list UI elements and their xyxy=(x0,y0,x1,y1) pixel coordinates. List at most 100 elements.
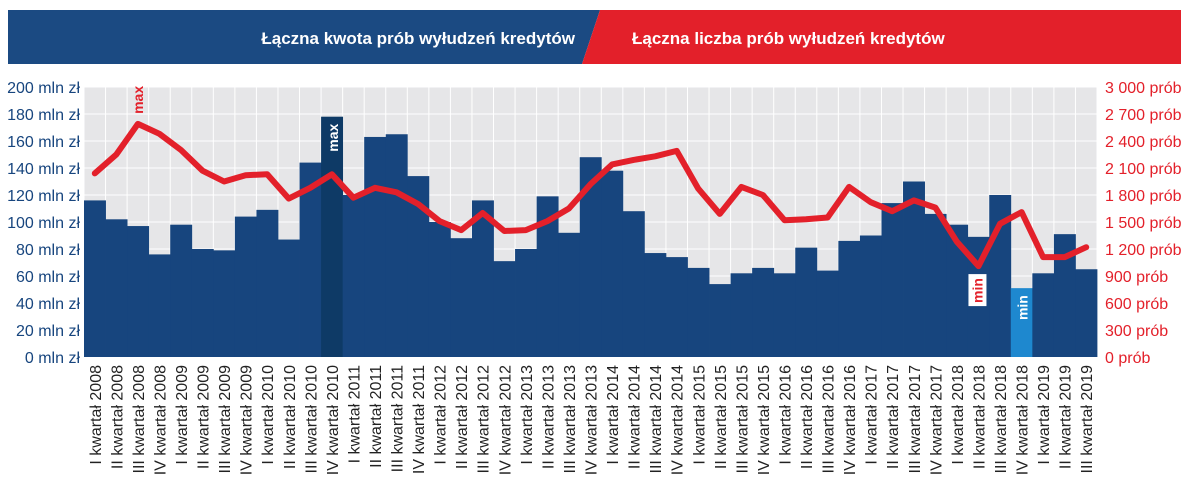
bar xyxy=(213,250,236,357)
x-tick-label: IV kwartał 2014 xyxy=(670,365,687,475)
right-tick-label: 600 prób xyxy=(1105,296,1168,313)
bar xyxy=(471,200,494,357)
bar xyxy=(838,240,861,357)
x-tick-label: III kwartał 2018 xyxy=(993,365,1010,474)
x-tick-label: III kwartał 2013 xyxy=(562,365,579,474)
line-path xyxy=(91,120,1090,270)
left-tick-label: 20 mln zł xyxy=(16,323,80,340)
line-series xyxy=(91,120,1090,270)
bar xyxy=(730,273,753,357)
right-tick-label: 300 prób xyxy=(1105,323,1168,340)
bar xyxy=(256,209,279,357)
x-tick-label: IV kwartał 2011 xyxy=(411,365,428,474)
x-tick-label: III kwartał 2016 xyxy=(821,365,838,474)
left-tick-label: 40 mln zł xyxy=(16,296,80,313)
line-annotation-min: min xyxy=(969,278,985,303)
left-tick-label: 120 mln zł xyxy=(7,188,80,205)
right-tick-label: 1 500 prób xyxy=(1105,215,1182,232)
x-tick-label: III kwartał 2008 xyxy=(131,365,148,474)
right-tick-label: 2 400 prób xyxy=(1105,134,1182,151)
bar-series xyxy=(84,116,1098,357)
right-tick-label: 900 prób xyxy=(1105,269,1168,286)
bar xyxy=(191,249,214,357)
x-tick-label: III kwartał 2009 xyxy=(217,365,234,474)
x-tick-label: II kwartał 2013 xyxy=(540,365,557,469)
bar xyxy=(687,267,710,357)
x-tick-label: III kwartał 2012 xyxy=(476,365,493,474)
x-tick-label: II kwartał 2008 xyxy=(109,365,126,469)
x-tick-label: III kwartał 2010 xyxy=(303,365,320,474)
bar xyxy=(1010,288,1033,357)
x-tick-label: II kwartał 2014 xyxy=(627,365,644,469)
bar xyxy=(148,254,171,357)
x-tick-label: I kwartał 2014 xyxy=(605,365,622,465)
x-tick-label: II kwartał 2018 xyxy=(971,365,988,469)
left-tick-label: 100 mln zł xyxy=(7,215,80,232)
bar xyxy=(1053,234,1076,357)
bar xyxy=(1032,273,1055,357)
bar xyxy=(622,211,645,357)
bar xyxy=(536,196,559,357)
bar xyxy=(1075,269,1098,357)
x-tick-label: I kwartał 2019 xyxy=(1036,365,1053,465)
right-tick-label: 3 000 prób xyxy=(1105,80,1182,97)
bar-annotation-min: min xyxy=(1015,295,1031,320)
bar xyxy=(234,216,257,357)
bar xyxy=(515,249,538,357)
x-tick-label: III kwartał 2019 xyxy=(1079,365,1096,474)
bar xyxy=(644,253,667,357)
bar xyxy=(277,239,300,357)
x-tick-label: I kwartał 2009 xyxy=(174,365,191,465)
right-tick-label: 1 200 prób xyxy=(1105,242,1182,259)
header-left-title: Łączna kwota prób wyłudzeń kredytów xyxy=(261,29,575,48)
left-tick-label: 140 mln zł xyxy=(7,161,80,178)
x-tick-label: III kwartał 2011 xyxy=(390,365,407,472)
line-annotation-bg xyxy=(968,274,987,307)
x-tick-label: III kwartał 2014 xyxy=(648,365,665,474)
line-annotation-max: max xyxy=(130,86,146,114)
bar-annotation-max: max xyxy=(325,123,341,151)
x-tick-label: II kwartał 2017 xyxy=(885,365,902,469)
x-tick-label: IV kwartał 2016 xyxy=(842,365,859,475)
right-tick-label: 0 prób xyxy=(1105,350,1150,367)
x-tick-label: II kwartał 2019 xyxy=(1058,365,1075,469)
x-tick-label: II kwartał 2012 xyxy=(454,365,471,469)
bar xyxy=(299,162,322,357)
bar xyxy=(127,226,150,357)
right-axis-ticks: 0 prób 300 prób 600 prób 900 prób 1 200 prób… xyxy=(1105,80,1182,367)
bar xyxy=(946,224,969,357)
x-tick-label: II kwartał 2015 xyxy=(713,365,730,469)
x-tick-label: IV kwartał 2013 xyxy=(584,365,601,475)
bar xyxy=(558,232,581,357)
bar xyxy=(407,176,430,357)
x-tick-label: I kwartał 2013 xyxy=(519,365,536,465)
bar xyxy=(385,134,408,357)
bar xyxy=(170,224,193,357)
bar xyxy=(795,247,818,357)
x-tick-label: IV kwartał 2015 xyxy=(756,365,773,475)
bar xyxy=(709,284,731,357)
bar xyxy=(493,261,516,357)
bar xyxy=(859,235,882,357)
header-right-panel xyxy=(582,10,1181,64)
right-tick-label: 2 700 prób xyxy=(1105,107,1182,124)
x-tick-label: II kwartał 2011 xyxy=(368,365,385,468)
x-tick-label: III kwartał 2017 xyxy=(907,365,924,474)
bar xyxy=(924,213,947,357)
bar xyxy=(579,157,602,357)
header-left-panel xyxy=(8,10,600,64)
right-tick-label: 2 100 prób xyxy=(1105,161,1182,178)
bar xyxy=(601,170,624,357)
x-tick-label: IV kwartał 2008 xyxy=(152,365,169,475)
x-tick-label: I kwartał 2008 xyxy=(88,365,105,465)
x-tick-label: I kwartał 2016 xyxy=(777,365,794,465)
bar xyxy=(450,238,473,357)
left-tick-label: 60 mln zł xyxy=(16,269,80,286)
x-tick-label: I kwartał 2018 xyxy=(950,365,967,465)
x-tick-label: IV kwartał 2018 xyxy=(1015,365,1032,475)
x-tick-label: III kwartał 2015 xyxy=(734,365,751,474)
header-banner: Łączna kwota prób wyłudzeń kredytów Łącz… xyxy=(8,10,1181,64)
x-tick-label: I kwartał 2010 xyxy=(260,365,277,465)
x-tick-label: I kwartał 2011 xyxy=(346,365,363,464)
